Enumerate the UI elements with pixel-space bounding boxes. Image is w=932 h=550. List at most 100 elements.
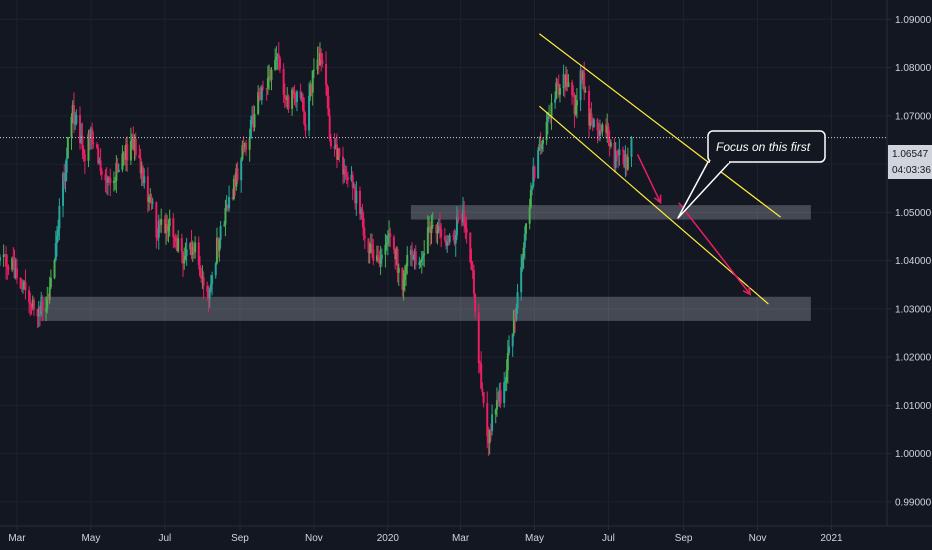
candle-body: [412, 258, 415, 260]
candle-body: [3, 254, 6, 256]
candle-body: [480, 363, 483, 389]
candle-body: [283, 94, 286, 99]
y-tick-label: 1.07000: [895, 111, 932, 122]
candle-body: [608, 138, 611, 147]
candle-body: [464, 222, 467, 229]
candle-body: [302, 97, 305, 111]
candle-body: [45, 308, 48, 312]
candle-body: [413, 251, 416, 259]
candle-body: [174, 237, 177, 242]
candle-body: [251, 115, 254, 121]
x-tick-label: 2020: [377, 533, 400, 544]
time-axis[interactable]: Mar May Jul Sep Nov 2020 Mar May Jul Sep Nov 2021: [8, 526, 843, 544]
candle-body: [437, 225, 440, 231]
candle-body: [481, 388, 484, 393]
candle-body: [397, 267, 400, 273]
x-tick-label: Jul: [602, 533, 615, 544]
candle-body: [541, 139, 544, 144]
y-tick-label: 1.03000: [895, 304, 932, 315]
current-price-tag-bg: [888, 145, 932, 179]
candle-body: [106, 177, 109, 183]
candle-body: [217, 237, 220, 251]
x-tick-label: May: [81, 533, 100, 544]
candle-body: [402, 279, 405, 290]
candle-body: [134, 138, 137, 156]
candle-body: [82, 149, 85, 155]
candle-body: [167, 225, 170, 232]
candle-body: [358, 190, 361, 214]
candle-body: [533, 166, 536, 179]
candle-body: [452, 235, 455, 237]
candle-body: [140, 167, 143, 174]
callout-box: [707, 130, 826, 163]
candle-body: [19, 277, 22, 289]
candle-body: [151, 202, 154, 204]
x-tick-label: Jul: [158, 533, 171, 544]
candle-body: [596, 119, 599, 131]
candle-body: [311, 70, 314, 93]
candle-body: [242, 145, 245, 148]
candle-body: [163, 219, 166, 233]
candle-body: [396, 249, 399, 273]
candle-body: [91, 128, 94, 143]
candle-body: [92, 142, 95, 145]
candle-body: [583, 72, 586, 92]
candle-body: [312, 69, 315, 71]
candle-body: [429, 226, 432, 233]
candle-body: [428, 226, 431, 228]
candle-body: [108, 177, 111, 179]
candle-body: [506, 352, 509, 371]
candle-body: [329, 139, 332, 147]
candle-body: [470, 261, 473, 270]
candle-body: [508, 346, 511, 353]
candle-body: [345, 174, 348, 177]
candle-body: [375, 255, 378, 261]
candle-body: [438, 225, 441, 230]
current-price-tag: 1.06547 04:03:36: [888, 145, 932, 179]
candle-body: [143, 176, 146, 184]
candle-body: [355, 190, 358, 204]
candle-body: [497, 400, 500, 402]
candle-body: [478, 362, 481, 364]
candle-body: [574, 105, 577, 115]
candle-body: [253, 113, 256, 128]
candle-body: [24, 281, 27, 291]
candle-body: [379, 258, 382, 264]
candle-body: [615, 150, 618, 156]
candle-body: [422, 255, 425, 259]
candle-body: [173, 237, 176, 239]
candle-body: [454, 235, 457, 244]
candle-body: [606, 126, 609, 134]
candle-body: [150, 196, 153, 203]
candle-body: [191, 247, 194, 255]
candle-body: [23, 281, 26, 288]
candle-body: [198, 265, 201, 276]
x-tick-label: Nov: [305, 533, 323, 544]
candle-body: [598, 130, 601, 136]
candle-body: [72, 104, 75, 125]
candle-body: [546, 116, 549, 122]
candle-body: [463, 209, 466, 223]
candle-body: [303, 110, 306, 125]
candle-body: [308, 95, 311, 131]
candle-body: [431, 225, 434, 227]
candle-body: [572, 95, 575, 97]
candle-body: [185, 249, 188, 256]
candle-body: [457, 216, 460, 222]
candle-body: [503, 382, 506, 404]
candle-body: [618, 149, 621, 156]
candle-body: [537, 149, 540, 179]
candle-body: [389, 233, 392, 237]
candle-body: [268, 76, 271, 79]
candle-body: [252, 115, 255, 128]
candle-body: [29, 302, 32, 305]
candle-body: [589, 113, 592, 126]
candle-body: [521, 256, 524, 267]
candle-body: [317, 59, 320, 65]
candle-body: [403, 273, 406, 280]
candle-body: [100, 171, 103, 175]
arrow-shaft: [678, 202, 751, 295]
candle-body: [0, 257, 1, 261]
candle-body: [294, 94, 297, 102]
candle-body: [316, 59, 319, 70]
